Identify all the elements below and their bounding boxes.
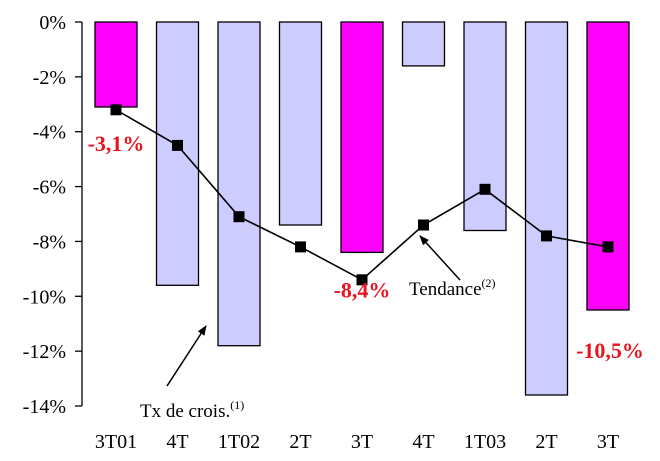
x-tick-label-4: 3T [351,431,373,453]
trend-point-5 [418,219,429,231]
x-tick-label-7: 2T [535,431,557,453]
y-tick-label-3: -6% [33,177,66,199]
y-tick-label-5: -10% [23,286,66,308]
annotation-growth-text: Tx de crois. [140,401,230,422]
trend-point-3 [295,241,306,253]
bar-2 [217,21,261,347]
x-tick-label-8: 3T [597,431,619,453]
x-tick-label-2: 1T02 [218,431,260,453]
annotation-growth-sup: (1) [230,398,244,412]
trend-point-1 [172,139,183,151]
x-axis-labels: 3T01 4T 1T02 2T 3T 4T 1T03 2T 3T [95,431,619,453]
annotations: Tx de crois.(1) Tendance(2) [140,235,496,422]
trend-point-8 [602,241,614,253]
bar-1 [155,21,200,286]
annotation-arrow-trend [419,235,461,281]
y-tick-label-2: -4% [33,122,66,144]
trend-point-6 [479,183,491,195]
y-axis: 0% -2% -4% -6% -8% -10% -12% -14% [23,12,83,418]
x-tick-label-1: 4T [166,431,188,453]
bar-0 [94,21,138,108]
y-tick-label-6: -12% [23,341,66,363]
trend-point-0 [110,104,122,116]
annotation-trend-text: Tendance [409,279,482,300]
y-tick-label-1: -2% [33,67,66,89]
bar-8 [586,21,630,311]
data-labels: -3,1% -8,4% -10,5% [88,131,644,363]
x-tick-label-5: 4T [412,431,434,453]
trend-point-4 [356,274,368,286]
x-tick-label-6: 1T03 [464,431,506,453]
annotation-trend-sup: (2) [482,276,496,290]
bars-group [94,21,630,396]
annotation-trend: Tendance(2) [409,276,496,300]
trend-point-7 [541,230,552,242]
y-tick-label-4: -8% [33,231,66,253]
annotation-arrow-growth [166,325,207,387]
bar-4 [340,21,384,254]
annotation-growth: Tx de crois.(1) [140,398,244,422]
data-label-0: -3,1% [88,131,145,156]
bar-5 [401,21,446,67]
bar-3 [278,21,323,226]
x-tick-label-0: 3T01 [95,431,137,453]
trend-line-group [110,104,614,286]
data-label-4: -8,4% [334,277,391,302]
data-label-8: -10,5% [576,338,644,363]
y-tick-label-0: 0% [39,12,66,34]
bar-7 [524,21,569,396]
x-tick-label-3: 2T [289,431,311,453]
bar-6 [463,21,507,232]
y-tick-label-7: -14% [23,396,66,418]
trend-point-2 [233,211,245,223]
